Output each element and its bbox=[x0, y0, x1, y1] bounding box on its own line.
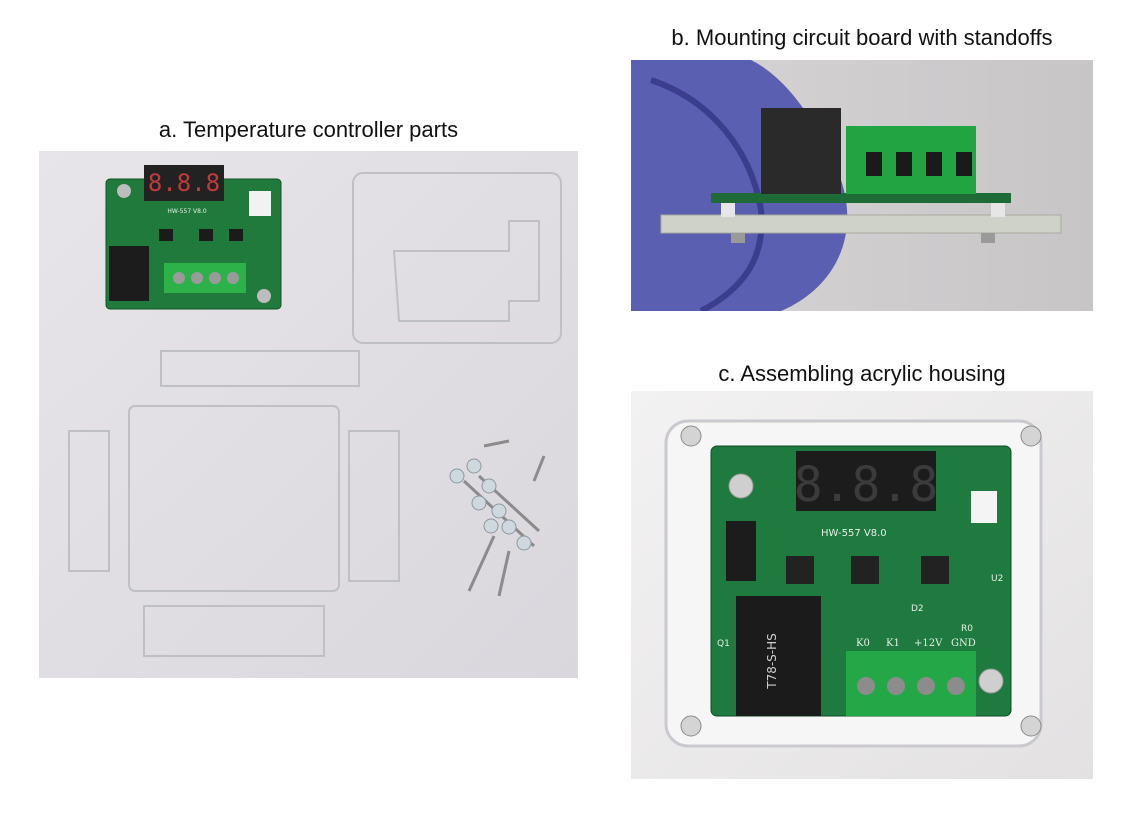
acrylic-pieces bbox=[68, 172, 562, 657]
ref-u2: U2 bbox=[991, 574, 1003, 584]
screws bbox=[449, 439, 546, 597]
board-side-view bbox=[660, 108, 1062, 243]
terminal-label-k1: K1 bbox=[886, 638, 900, 649]
panel-a-caption: a. Temperature controller parts bbox=[158, 117, 459, 142]
ref-d2: D2 bbox=[911, 604, 924, 614]
pcb-model-label: HW-557 V8.0 bbox=[167, 208, 207, 215]
corner-screws bbox=[680, 425, 1042, 737]
svg-text:8.8.8: 8.8.8 bbox=[794, 457, 939, 513]
svg-text:8.8.8: 8.8.8 bbox=[148, 169, 220, 197]
terminal-label-k0: K0 bbox=[856, 638, 870, 649]
pcb-board: 8.8.8 HW-557 V8.0 T78-S-HS K0 K1 +12V GN… bbox=[710, 445, 1012, 717]
ref-r0: R0 bbox=[961, 624, 973, 634]
pcb-board: 8.8.8 HW-557 V8.0 bbox=[105, 165, 282, 310]
terminal-label-12v: +12V bbox=[914, 638, 943, 649]
panel-c-photo: 8.8.8 HW-557 V8.0 T78-S-HS K0 K1 +12V GN… bbox=[631, 391, 1093, 779]
relay-label: T78-S-HS bbox=[765, 633, 779, 690]
panel-a-photo: 8.8.8 HW-557 V8.0 bbox=[39, 151, 578, 678]
ref-q1: Q1 bbox=[717, 639, 730, 649]
panel-c-caption: c. Assembling acrylic housing bbox=[718, 361, 1006, 386]
panel-b-photo bbox=[631, 60, 1093, 311]
pcb-model-label: HW-557 V8.0 bbox=[821, 528, 887, 539]
terminal-label-gnd: GND bbox=[951, 638, 976, 649]
panel-b-caption: b. Mounting circuit board with standoffs bbox=[671, 25, 1053, 50]
